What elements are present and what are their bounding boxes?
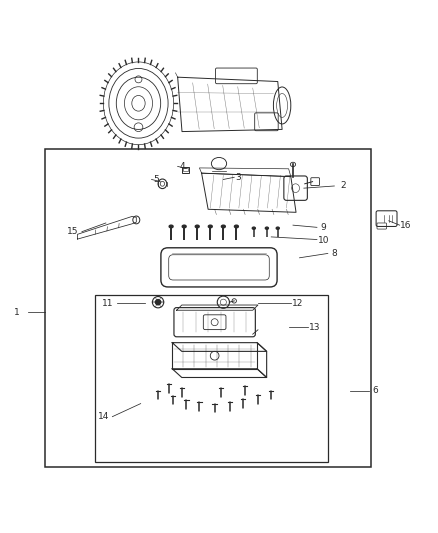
Ellipse shape — [195, 225, 199, 228]
Text: 3: 3 — [236, 173, 241, 182]
Bar — [45, 149, 371, 467]
Ellipse shape — [169, 225, 173, 228]
Text: 12: 12 — [292, 299, 303, 308]
Ellipse shape — [252, 227, 255, 229]
Ellipse shape — [276, 227, 279, 229]
Circle shape — [155, 300, 161, 305]
Bar — [95, 295, 328, 462]
Text: 10: 10 — [318, 236, 329, 245]
Ellipse shape — [221, 225, 225, 228]
Text: 4: 4 — [179, 162, 185, 171]
Ellipse shape — [234, 225, 238, 228]
Text: 11: 11 — [102, 299, 114, 308]
Text: 6: 6 — [373, 386, 378, 395]
Ellipse shape — [265, 227, 268, 229]
Text: 13: 13 — [309, 323, 321, 332]
Text: 16: 16 — [400, 221, 412, 230]
Text: 1: 1 — [14, 308, 20, 317]
Text: 14: 14 — [98, 412, 110, 421]
Text: 5: 5 — [153, 175, 159, 184]
Text: 2: 2 — [340, 181, 346, 190]
Bar — [184, 168, 187, 171]
Text: 15: 15 — [67, 227, 79, 236]
Ellipse shape — [182, 225, 186, 228]
Bar — [182, 167, 189, 173]
Text: 8: 8 — [332, 249, 337, 258]
Ellipse shape — [208, 225, 212, 228]
Text: 9: 9 — [321, 223, 326, 232]
